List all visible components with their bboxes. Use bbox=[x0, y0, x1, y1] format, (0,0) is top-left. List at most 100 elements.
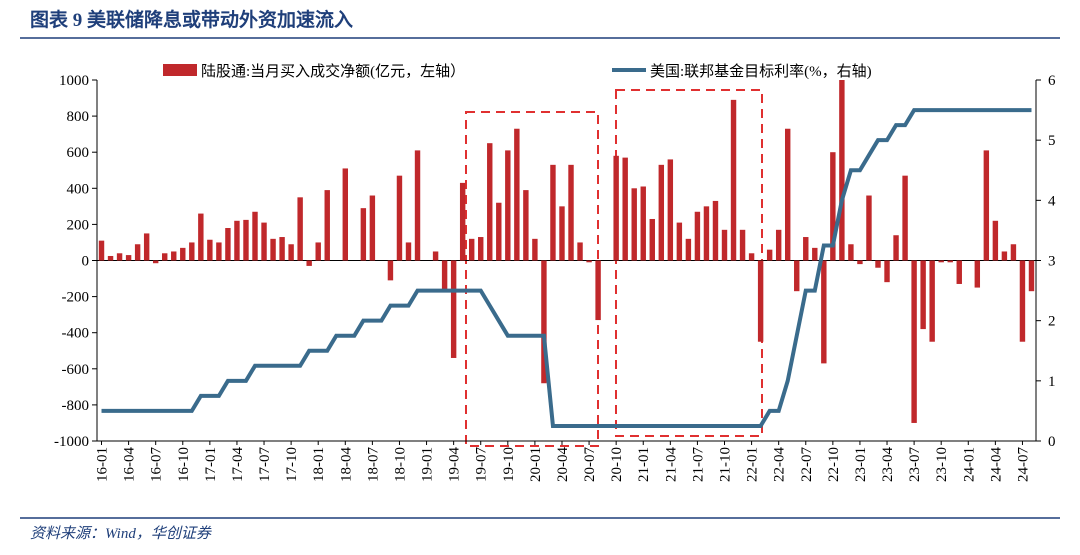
bar bbox=[1019, 260, 1026, 342]
bar bbox=[577, 242, 583, 261]
bar bbox=[875, 260, 881, 268]
y-tick-label: 200 bbox=[67, 217, 90, 233]
bar bbox=[956, 260, 962, 284]
bar bbox=[748, 253, 755, 261]
x-tick-label: 17-10 bbox=[284, 447, 300, 482]
bar bbox=[342, 168, 349, 261]
x-tick-label: 23-01 bbox=[853, 447, 869, 482]
bar bbox=[152, 260, 159, 264]
bar bbox=[803, 237, 809, 261]
x-tick-label: 19-07 bbox=[474, 447, 490, 482]
y2-tick-label: 5 bbox=[1048, 133, 1056, 149]
x-tick-label: 22-10 bbox=[826, 447, 842, 482]
bar bbox=[171, 251, 177, 261]
bar bbox=[812, 247, 818, 261]
x-tick-label: 23-04 bbox=[880, 447, 896, 482]
bar bbox=[739, 229, 746, 261]
x-tick-label: 23-07 bbox=[907, 447, 923, 482]
bar bbox=[252, 211, 258, 261]
bar bbox=[974, 260, 981, 288]
y-tick-label: 800 bbox=[67, 109, 90, 125]
x-tick-label: 18-04 bbox=[338, 447, 354, 482]
bar bbox=[306, 260, 312, 266]
bar bbox=[821, 260, 827, 364]
y2-tick-label: 1 bbox=[1048, 374, 1056, 390]
x-tick-label: 20-01 bbox=[528, 447, 544, 482]
bar bbox=[98, 240, 105, 261]
bar bbox=[757, 260, 764, 342]
x-tick-label: 23-10 bbox=[934, 447, 950, 482]
bar bbox=[207, 239, 213, 261]
bar bbox=[568, 164, 574, 261]
bar bbox=[929, 260, 935, 342]
bar bbox=[261, 222, 267, 261]
x-tick-label: 16-01 bbox=[95, 447, 111, 482]
y-tick-label: -200 bbox=[62, 290, 90, 306]
bar bbox=[143, 233, 150, 261]
bar bbox=[216, 242, 222, 261]
bar bbox=[983, 150, 990, 261]
bar bbox=[857, 260, 863, 265]
bar bbox=[324, 190, 330, 261]
highlight-box bbox=[465, 111, 599, 447]
highlight-box bbox=[615, 89, 763, 437]
y-tick-label: -1000 bbox=[54, 434, 89, 450]
bar bbox=[613, 155, 619, 261]
bar bbox=[414, 150, 421, 261]
bar bbox=[487, 143, 493, 261]
source: 资料来源：Wind，华创证券 bbox=[30, 525, 212, 542]
bar bbox=[441, 260, 448, 292]
bar bbox=[893, 235, 899, 261]
bar bbox=[685, 238, 692, 261]
bar bbox=[125, 255, 132, 261]
bar bbox=[1010, 244, 1017, 261]
bar bbox=[432, 251, 439, 261]
bar bbox=[550, 164, 556, 261]
bar bbox=[396, 175, 403, 261]
bar bbox=[884, 260, 890, 283]
bar bbox=[162, 253, 168, 261]
y-tick-label: 0 bbox=[82, 254, 90, 270]
legend-label: 陆股通:当月买入成交净额(亿元，左轴） bbox=[201, 62, 465, 80]
bar bbox=[288, 244, 294, 261]
bar bbox=[541, 260, 547, 384]
y-tick-label: 1000 bbox=[59, 73, 89, 89]
x-tick-label: 22-07 bbox=[799, 447, 815, 482]
bar bbox=[622, 157, 628, 261]
bar bbox=[902, 175, 908, 261]
x-tick-label: 22-04 bbox=[772, 447, 788, 482]
x-tick-label: 19-10 bbox=[501, 447, 517, 482]
bar bbox=[459, 182, 466, 261]
bar bbox=[676, 222, 683, 261]
x-tick-label: 17-04 bbox=[230, 447, 246, 482]
bar bbox=[694, 211, 701, 261]
bar bbox=[640, 186, 646, 261]
bar bbox=[784, 128, 791, 261]
bar bbox=[523, 190, 529, 261]
bar bbox=[848, 244, 854, 261]
bar bbox=[938, 260, 944, 263]
bar bbox=[775, 229, 782, 261]
bar bbox=[532, 238, 538, 261]
x-tick-label: 19-01 bbox=[420, 447, 436, 482]
x-tick-label: 22-01 bbox=[745, 447, 761, 482]
bar bbox=[225, 228, 231, 261]
bar bbox=[595, 260, 601, 321]
x-tick-label: 16-07 bbox=[149, 447, 165, 482]
bar bbox=[947, 260, 953, 263]
bar bbox=[387, 260, 394, 281]
x-tick-label: 21-10 bbox=[718, 447, 734, 482]
bar bbox=[297, 197, 303, 261]
y2-tick-label: 0 bbox=[1048, 434, 1056, 450]
y-tick-label: -400 bbox=[62, 326, 90, 342]
bar bbox=[712, 200, 719, 261]
x-tick-label: 20-07 bbox=[582, 447, 598, 482]
x-tick-label: 16-10 bbox=[176, 447, 192, 482]
x-tick-label: 24-01 bbox=[961, 447, 977, 482]
bar bbox=[911, 260, 917, 423]
bar bbox=[794, 260, 800, 292]
bar bbox=[992, 220, 999, 261]
legend-label: 美国:联邦基金目标利率(%，右轴) bbox=[650, 63, 872, 80]
y2-tick-label: 2 bbox=[1048, 314, 1056, 330]
